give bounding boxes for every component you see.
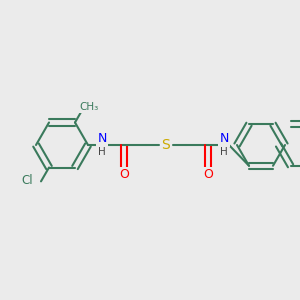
Text: O: O [119,169,129,182]
Text: O: O [203,169,213,182]
Text: Cl: Cl [21,174,33,187]
Text: N: N [97,133,107,146]
Text: N: N [219,133,229,146]
Text: CH₃: CH₃ [80,102,99,112]
Text: H: H [98,147,106,157]
Text: H: H [220,147,228,157]
Text: S: S [162,138,170,152]
